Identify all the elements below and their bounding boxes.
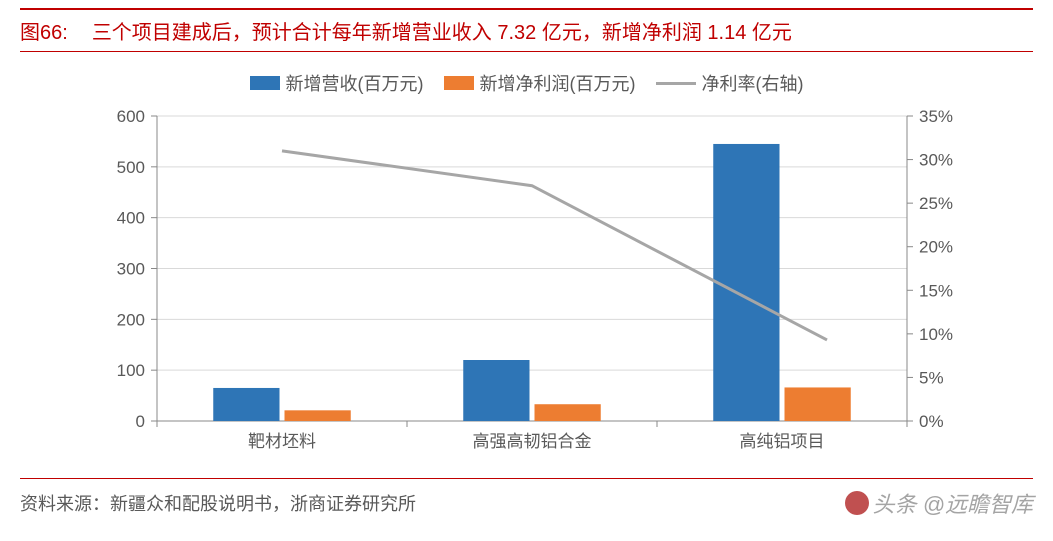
svg-text:高强高韧铝合金: 高强高韧铝合金 (472, 432, 591, 451)
title-text: 三个项目建成后，预计合计每年新增营业收入 7.32 亿元，新增净利润 1.14 … (92, 16, 792, 45)
footer: 资料来源：新疆众和配股说明书，浙商证券研究所 头条 @远瞻智库 (20, 478, 1033, 519)
bar-revenue (713, 144, 779, 421)
watermark-logo-icon (845, 491, 869, 515)
legend-line-margin-icon (656, 82, 696, 85)
source-text: 资料来源：新疆众和配股说明书，浙商证券研究所 (20, 490, 416, 516)
legend-label: 新增营收(百万元) (286, 70, 424, 96)
legend-label: 净利率(右轴) (702, 70, 804, 96)
svg-text:高纯铝项目: 高纯铝项目 (739, 432, 824, 451)
svg-text:100: 100 (116, 361, 144, 380)
svg-text:0%: 0% (919, 412, 944, 431)
svg-text:400: 400 (116, 209, 144, 228)
svg-text:10%: 10% (919, 325, 953, 344)
svg-text:600: 600 (116, 107, 144, 126)
svg-text:0: 0 (135, 412, 144, 431)
svg-text:5%: 5% (919, 368, 944, 387)
legend-item-margin: 净利率(右轴) (656, 70, 804, 96)
chart-title-bar: 图66: 三个项目建成后，预计合计每年新增营业收入 7.32 亿元，新增净利润 … (20, 8, 1033, 52)
chart-area: 0 100 200 300 400 500 600 0% 5% 10% 15% 20% 25% 30% 35… (47, 106, 1007, 466)
watermark: 头条 @远瞻智库 (845, 487, 1033, 519)
svg-text:35%: 35% (919, 107, 953, 126)
bar-revenue (213, 388, 279, 421)
legend-item-revenue: 新增营收(百万元) (250, 70, 424, 96)
chart-svg: 0 100 200 300 400 500 600 0% 5% 10% 15% 20% 25% 30% 35… (47, 106, 1007, 466)
svg-text:15%: 15% (919, 281, 953, 300)
svg-text:30%: 30% (919, 151, 953, 170)
legend-swatch-revenue-icon (250, 76, 280, 90)
legend-swatch-profit-icon (444, 76, 474, 90)
bar-profit (784, 387, 850, 421)
watermark-text: 头条 @远瞻智库 (873, 487, 1033, 519)
svg-text:靶材坯料: 靶材坯料 (248, 432, 316, 451)
svg-text:25%: 25% (919, 194, 953, 213)
bar-profit (534, 404, 600, 421)
svg-text:300: 300 (116, 260, 144, 279)
svg-text:20%: 20% (919, 238, 953, 257)
bar-revenue (463, 360, 529, 421)
bar-profit (284, 410, 350, 421)
legend-label: 新增净利润(百万元) (480, 70, 636, 96)
legend-item-profit: 新增净利润(百万元) (444, 70, 636, 96)
title-prefix: 图66: (20, 16, 68, 45)
svg-text:200: 200 (116, 310, 144, 329)
legend: 新增营收(百万元) 新增净利润(百万元) 净利率(右轴) (20, 52, 1033, 106)
svg-text:500: 500 (116, 158, 144, 177)
